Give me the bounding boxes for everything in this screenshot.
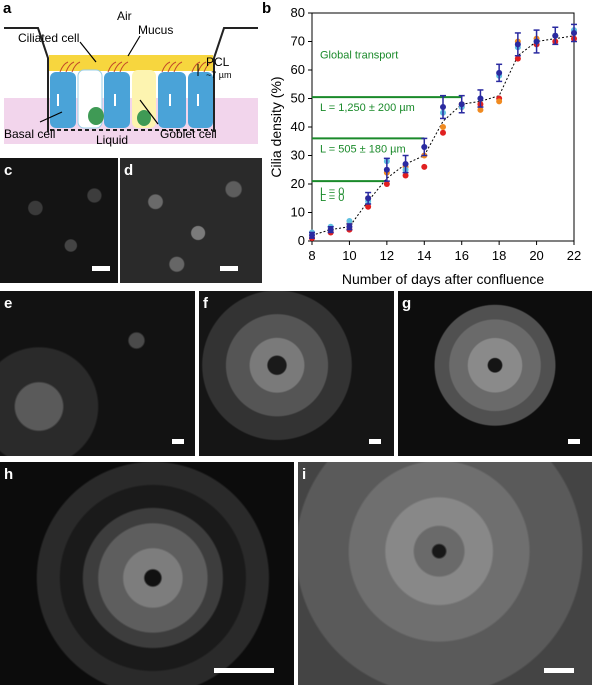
- scale-bar-g: [568, 439, 580, 444]
- data-point: [514, 55, 521, 62]
- label-basal-cell: Basal cell: [4, 127, 55, 141]
- data-point: [496, 69, 503, 76]
- panel-label-a: a: [3, 0, 12, 17]
- label-goblet-cell: Goblet cell: [160, 127, 217, 141]
- cilia: [59, 61, 213, 73]
- global-transport-label: Global transport: [320, 50, 398, 62]
- panel-label-g: g: [402, 295, 412, 312]
- y-tick-label: 10: [291, 205, 305, 220]
- y-tick-label: 30: [291, 148, 305, 163]
- y-tick-label: 20: [291, 176, 305, 191]
- data-point: [383, 166, 390, 173]
- data-point: [440, 104, 446, 111]
- threshold-label: L = 505 ± 180 µm: [320, 143, 406, 155]
- data-point: [571, 29, 577, 36]
- panel-label-c: c: [4, 162, 13, 179]
- trend-line: [311, 35, 575, 236]
- panel-label-e: e: [4, 295, 13, 312]
- panel-f-micrograph: f: [199, 291, 394, 456]
- label-air: Air: [117, 9, 132, 23]
- insert-wall-right: [213, 27, 258, 132]
- panel-label-d: d: [124, 162, 134, 179]
- epithelium-schematic: Air Mucus Ciliated cell PCL ~7 µm Basal …: [4, 9, 258, 147]
- pointer-basal: [39, 111, 63, 123]
- panel-label-b: b: [262, 0, 272, 17]
- scale-bar-f: [369, 439, 381, 444]
- data-point: [402, 161, 409, 168]
- panel-b-chart: 0 10 20 30 40 50 60 70 80 8 10 12 14 16 18 20 22 Number o…: [262, 0, 592, 290]
- panel-label-h: h: [4, 466, 14, 483]
- panel-g-micrograph: g: [398, 291, 592, 456]
- data-point: [365, 203, 372, 210]
- panel-label-f: f: [203, 295, 208, 312]
- data-point: [421, 163, 428, 170]
- data-point: [402, 172, 409, 179]
- threshold-label: L = 0: [320, 186, 344, 198]
- data-point: [514, 41, 521, 48]
- y-tick-label: 70: [291, 34, 305, 49]
- label-pcl-size: ~7 µm: [206, 70, 231, 80]
- label-pcl: PCL: [206, 55, 230, 69]
- data-point: [346, 218, 353, 225]
- threshold-label: L = 1,250 ± 200 µm: [320, 102, 415, 114]
- data-point: [533, 38, 540, 45]
- data-point: [365, 195, 372, 202]
- panel-c-micrograph: c: [0, 158, 118, 283]
- x-tick-label: 20: [529, 248, 543, 263]
- y-tick-label: 40: [291, 119, 305, 134]
- data-point: [327, 226, 334, 233]
- threshold-label-l0: L = 0: [320, 192, 344, 204]
- data-point: [458, 101, 465, 108]
- scale-bar-d: [220, 266, 238, 271]
- insert-wall-left: [4, 27, 49, 132]
- y-tick-label: 60: [291, 62, 305, 77]
- scale-bar-h: [214, 668, 274, 673]
- x-tick-label: 22: [567, 248, 581, 263]
- label-mucus: Mucus: [138, 23, 173, 37]
- x-tick-label: 18: [492, 248, 506, 263]
- y-tick-label: 80: [291, 5, 305, 20]
- pointer-mucus: [127, 35, 141, 57]
- panel-a-schematic: Air Mucus Ciliated cell PCL ~7 µm Basal …: [0, 0, 262, 150]
- scale-bar-c: [92, 266, 110, 271]
- label-ciliated-cell: Ciliated cell: [18, 31, 79, 45]
- x-tick-label: 16: [454, 248, 468, 263]
- cell-layer: [50, 69, 213, 129]
- pointer-goblet: [139, 99, 159, 125]
- y-tick-label: 0: [298, 233, 305, 248]
- x-axis-label: Number of days after confluence: [342, 271, 545, 287]
- panel-label-i: i: [302, 466, 307, 483]
- mucus-layer: [49, 55, 213, 71]
- data-point: [421, 143, 428, 150]
- x-tick-label: 8: [308, 248, 315, 263]
- y-axis-label: Cilia density (%): [268, 76, 284, 177]
- label-liquid: Liquid: [96, 133, 128, 147]
- x-tick-label: 14: [417, 248, 431, 263]
- data-point: [309, 232, 315, 239]
- panel-e-micrograph: e: [0, 291, 195, 456]
- cilia-density-chart: 0 10 20 30 40 50 60 70 80 8 10 12 14 16 18 20 22 Number o…: [268, 5, 581, 287]
- data-point: [477, 106, 484, 113]
- y-tick-label: 50: [291, 91, 305, 106]
- substrate-layer: [4, 98, 258, 144]
- scale-bar-e: [172, 439, 184, 444]
- scale-bar-i: [544, 668, 574, 673]
- data-point: [496, 98, 503, 105]
- x-tick-label: 10: [342, 248, 356, 263]
- data-point: [440, 129, 446, 136]
- data-point: [346, 223, 353, 230]
- data-point: [383, 181, 390, 187]
- x-tick-label: 12: [380, 248, 394, 263]
- panel-h-micrograph: h: [0, 462, 294, 685]
- data-point: [552, 32, 559, 39]
- data-point: [440, 124, 446, 130]
- pointer-ciliated: [79, 41, 97, 63]
- data-point: [477, 95, 484, 102]
- panel-d-micrograph: d: [120, 158, 262, 283]
- panel-i-micrograph: i: [298, 462, 592, 685]
